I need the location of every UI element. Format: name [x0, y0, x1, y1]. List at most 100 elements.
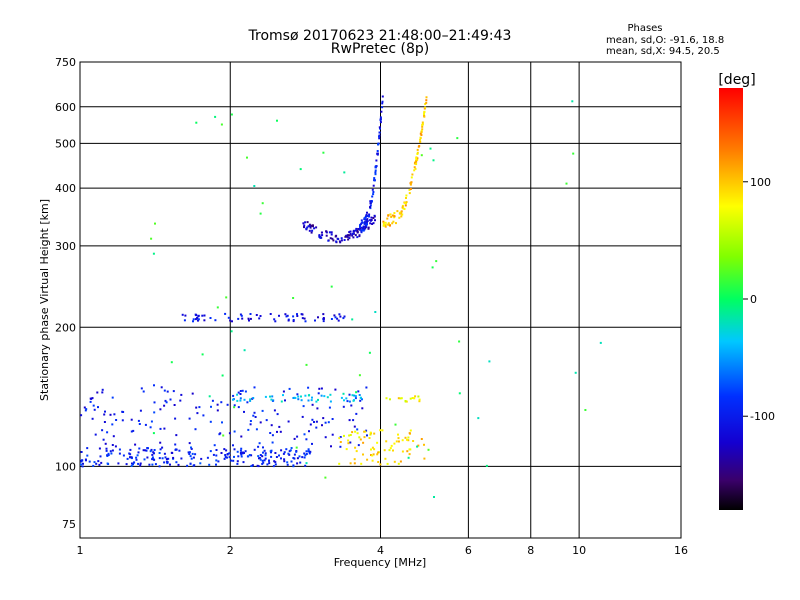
data-point: [432, 159, 435, 162]
data-point: [92, 464, 95, 467]
data-point: [413, 169, 416, 172]
data-point: [221, 421, 223, 424]
data-point: [289, 449, 292, 452]
data-point: [175, 461, 178, 464]
data-point: [144, 423, 147, 426]
data-point: [282, 452, 285, 455]
data-point: [209, 450, 212, 453]
data-point: [288, 453, 291, 456]
data-point: [369, 202, 372, 205]
data-point: [354, 446, 357, 449]
data-point: [80, 463, 82, 466]
data-point: [361, 407, 364, 410]
x-tick-label: 1: [77, 544, 84, 557]
data-point: [384, 457, 387, 460]
data-point: [456, 137, 459, 140]
data-point: [174, 417, 177, 420]
data-point: [161, 446, 164, 449]
data-point: [129, 453, 132, 456]
data-point: [348, 393, 351, 396]
data-point: [192, 456, 195, 459]
data-point: [236, 460, 239, 463]
data-point: [345, 448, 348, 451]
data-point: [368, 215, 370, 218]
data-point: [232, 398, 234, 401]
data-point: [330, 233, 333, 236]
data-point: [150, 237, 153, 240]
y-axis-label: Stationary phase Virtual Height [km]: [38, 199, 51, 401]
data-point: [180, 393, 183, 396]
data-point: [253, 411, 256, 414]
data-point: [270, 424, 273, 427]
data-point: [369, 219, 372, 222]
data-point: [93, 461, 96, 464]
data-point: [329, 400, 332, 403]
x-axis-ticks: 1 2 4 6 8 10 16: [77, 544, 689, 557]
data-point: [173, 404, 176, 406]
data-point: [88, 460, 91, 463]
data-point: [379, 121, 382, 124]
data-point: [135, 458, 138, 461]
data-point: [243, 410, 245, 413]
data-point: [206, 456, 209, 459]
data-point: [391, 214, 394, 217]
data-point: [139, 464, 142, 467]
data-point: [355, 450, 358, 453]
data-point: [279, 430, 282, 433]
data-point: [349, 230, 352, 233]
data-point: [371, 446, 374, 449]
data-point: [371, 195, 374, 198]
data-point: [373, 179, 376, 182]
data-point: [418, 400, 421, 403]
data-point: [329, 237, 332, 240]
data-point: [300, 399, 303, 402]
data-point: [431, 266, 434, 269]
data-point: [361, 228, 364, 231]
x-tick-label: 2: [227, 544, 234, 557]
data-point: [253, 185, 256, 187]
data-point: [331, 433, 334, 436]
data-point: [368, 213, 371, 216]
data-point: [411, 173, 414, 176]
data-point: [283, 451, 286, 454]
data-point: [272, 465, 275, 468]
data-point: [572, 152, 575, 155]
data-point: [354, 229, 357, 232]
data-point: [315, 420, 318, 423]
data-point: [101, 391, 104, 394]
data-point: [287, 452, 290, 455]
data-point: [364, 227, 367, 230]
data-point: [347, 238, 350, 241]
data-point: [360, 230, 363, 233]
data-point: [374, 219, 376, 222]
data-point: [163, 461, 166, 464]
data-point: [420, 438, 423, 440]
data-point: [368, 437, 371, 439]
data-point: [366, 220, 369, 222]
y-tick-label: 750: [55, 56, 76, 69]
data-point: [423, 443, 425, 446]
data-point: [386, 223, 389, 226]
data-point: [253, 448, 256, 451]
data-point: [308, 223, 311, 226]
data-point: [303, 317, 306, 320]
data-point: [335, 240, 338, 243]
data-point: [359, 223, 362, 226]
data-point: [415, 163, 418, 166]
data-point: [339, 441, 342, 443]
data-point: [311, 403, 314, 406]
data-point: [105, 447, 108, 450]
data-point: [183, 319, 186, 322]
data-point: [274, 461, 277, 464]
data-point: [114, 445, 117, 448]
data-point: [220, 401, 223, 404]
data-point: [288, 387, 291, 390]
data-point: [316, 407, 319, 410]
data-point: [328, 231, 331, 234]
data-point: [405, 201, 408, 204]
data-point: [146, 456, 149, 459]
data-point: [306, 226, 309, 229]
data-point: [400, 397, 403, 400]
data-point: [417, 395, 420, 398]
data-point: [360, 222, 363, 225]
